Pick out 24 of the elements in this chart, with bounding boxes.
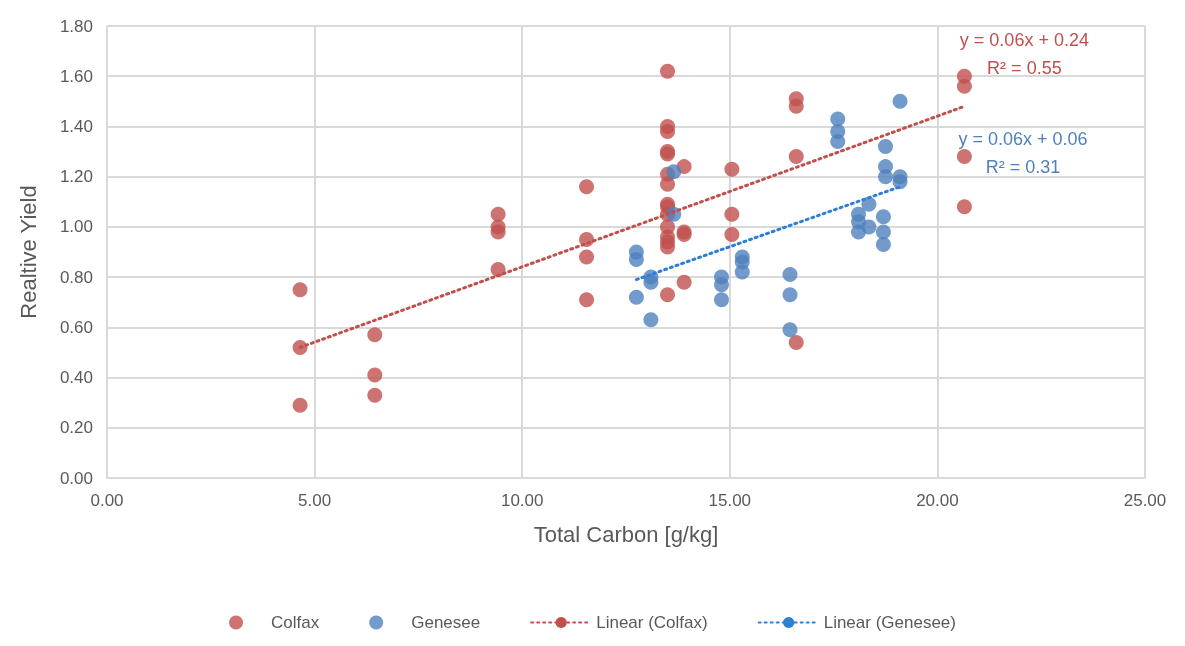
x-tick-label: 0.00 — [90, 491, 124, 510]
legend-label: Genesee — [411, 613, 481, 632]
y-tick-label: 0.40 — [59, 368, 93, 388]
y-tick-label: 1.60 — [59, 66, 93, 86]
legend-label: Colfax — [271, 613, 320, 632]
x-axis-title: Total Carbon [g/kg] — [533, 521, 719, 547]
legend-label: Linear (Colfax) — [596, 613, 708, 632]
annotation: y = 0.06x + 0.06 R² = 0.31 — [958, 128, 1088, 177]
y-tick-label: 0.80 — [59, 267, 93, 287]
x-tick-label: 25.00 — [1123, 491, 1167, 510]
annotation: y = 0.06x + 0.24 R² = 0.55 — [959, 30, 1089, 79]
y-tick-label: 1.00 — [59, 217, 93, 237]
x-tick-label: 15.00 — [708, 491, 752, 510]
legend-label: Linear (Genesee) — [823, 613, 956, 632]
y-tick-label: 0.00 — [59, 468, 93, 488]
x-tick-label: 10.00 — [500, 491, 544, 510]
y-tick-label: 0.20 — [59, 418, 93, 438]
y-tick-label: 1.20 — [59, 167, 93, 187]
x-tick-label: 5.00 — [298, 491, 332, 510]
y-tick-label: 1.40 — [59, 116, 93, 136]
x-tick-label: 20.00 — [916, 491, 959, 510]
y-axis-title: Realtive Yield — [15, 185, 41, 319]
y-tick-label: 0.60 — [59, 317, 93, 337]
y-tick-label: 1.80 — [59, 16, 93, 36]
